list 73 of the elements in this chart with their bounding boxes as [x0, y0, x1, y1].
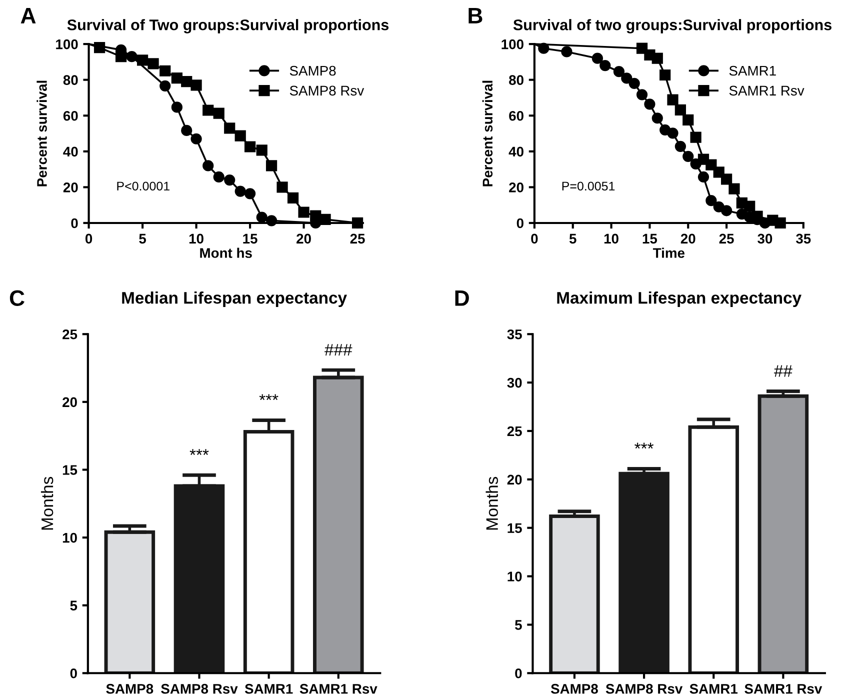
y-tick-label: 5: [70, 600, 78, 611]
x-tick-label: 25: [719, 234, 734, 244]
annotation: ***: [259, 394, 278, 400]
x-tick-label: 10: [604, 234, 618, 244]
y-axis-title: Months: [486, 476, 498, 530]
annotation: P=0.0051: [562, 182, 615, 191]
x-tick-label: SAMP8: [550, 684, 598, 694]
x-tick-label: SAMP8: [106, 684, 154, 694]
x-tick-label: 20: [296, 234, 311, 244]
x-tick-label: 15: [243, 234, 258, 244]
chart-title: Survival of Two groups:Survival proportions: [67, 19, 389, 34]
y-tick-label: 40: [508, 146, 524, 157]
y-tick-label: 5: [515, 620, 522, 630]
chart-title: Survival of two groups:Survival proportions: [513, 19, 832, 34]
x-tick-label: SAMR1: [690, 684, 738, 694]
y-tick-label: 0: [515, 668, 522, 678]
chart-title: Median Lifespan expectancy: [122, 291, 347, 308]
y-tick-label: 15: [62, 465, 78, 475]
x-tick-label: 0: [531, 234, 538, 244]
y-tick-label: 15: [508, 523, 522, 534]
chart-title: Maximum Lifespan expectancy: [557, 291, 802, 308]
y-tick-label: 0: [71, 218, 78, 228]
y-tick-label: 80: [509, 75, 524, 85]
y-tick-label: 0: [70, 668, 77, 678]
y-tick-label: 100: [56, 39, 78, 50]
y-tick-label: 30: [507, 378, 522, 388]
y-tick-label: 80: [63, 75, 78, 85]
x-tick-label: 35: [796, 234, 811, 244]
legend-label: SAMP8: [290, 66, 336, 76]
y-tick-label: 10: [62, 532, 77, 543]
annotation: ##: [774, 365, 792, 377]
x-tick-label: SAMR1 Rsv: [300, 684, 378, 694]
y-tick-label: 60: [63, 110, 78, 121]
x-tick-label: 20: [680, 234, 696, 244]
y-tick-label: 25: [507, 426, 522, 436]
x-tick-label: 10: [189, 234, 204, 244]
x-axis-title: Time: [652, 248, 685, 258]
x-tick-label: 25: [350, 234, 365, 244]
y-tick-label: 35: [507, 329, 522, 340]
text: C: [10, 290, 24, 306]
y-axis-title: Months: [40, 476, 54, 530]
y-tick-label: 20: [509, 182, 524, 192]
legend-label: SAMP8 Rsv: [290, 86, 364, 96]
y-tick-label: 10: [508, 572, 522, 582]
y-tick-label: 60: [509, 110, 524, 121]
text: D: [455, 290, 469, 306]
legend-label: SAMR1 Rsv: [729, 86, 804, 96]
y-axis-title: Percent survival: [482, 80, 493, 186]
x-axis-title: Mont hs: [200, 248, 252, 258]
x-tick-label: SAMR1: [244, 684, 293, 694]
y-tick-label: 20: [62, 397, 77, 408]
text: B: [468, 8, 482, 24]
annotation: ###: [324, 344, 352, 356]
y-tick-label: 20: [507, 474, 522, 485]
text: A: [20, 8, 36, 24]
x-tick-label: SAMR1 Rsv: [744, 684, 822, 694]
annotation: P<0.0001: [117, 182, 170, 191]
y-tick-label: 0: [516, 218, 524, 228]
x-tick-label: 15: [642, 234, 658, 244]
y-tick-label: 100: [502, 39, 524, 50]
y-axis-title: Percent survival: [36, 80, 47, 186]
y-tick-label: 20: [63, 182, 78, 192]
x-tick-label: 0: [85, 234, 92, 244]
x-tick-label: SAMP8 Rsv: [606, 684, 683, 694]
x-tick-label: SAMP8 Rsv: [161, 684, 238, 694]
x-tick-label: 5: [569, 234, 576, 244]
y-tick-label: 25: [62, 329, 78, 340]
y-tick-label: 40: [63, 146, 78, 157]
x-tick-label: 5: [139, 234, 146, 244]
annotation: ***: [634, 442, 654, 449]
x-tick-label: 30: [758, 234, 772, 244]
annotation: ***: [190, 449, 209, 455]
legend-label: SAMR1: [729, 66, 776, 76]
